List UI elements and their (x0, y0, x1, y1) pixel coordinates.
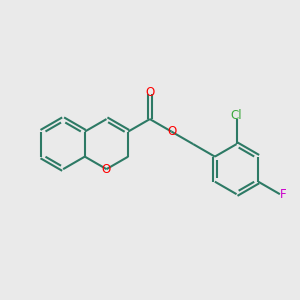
Text: F: F (280, 188, 287, 201)
Text: O: O (167, 125, 176, 138)
Text: Cl: Cl (231, 109, 242, 122)
Text: O: O (145, 86, 154, 99)
Text: O: O (102, 163, 111, 176)
